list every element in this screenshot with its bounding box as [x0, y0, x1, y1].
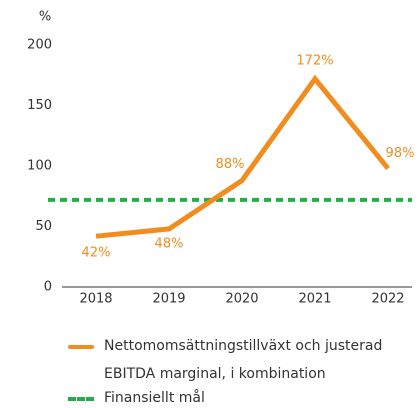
y-tick-label: 50	[35, 219, 52, 234]
data-line	[95, 74, 390, 239]
x-tick-label: 2019	[152, 292, 185, 307]
y-unit: %	[39, 10, 51, 25]
x-tick-label: 2018	[79, 292, 112, 307]
data-label: 48%	[155, 236, 184, 251]
y-tick-label: 150	[27, 98, 52, 113]
x-tick-label: 2022	[371, 292, 404, 307]
data-label: 42%	[82, 246, 111, 261]
y-tick-label: 0	[44, 280, 52, 295]
data-label: 172%	[296, 53, 333, 68]
data-label: 88%	[216, 157, 245, 172]
y-tick-label: 200	[27, 38, 52, 53]
y-tick-label: 100	[27, 159, 52, 174]
data-label: 98%	[386, 146, 415, 161]
x-tick-label: 2020	[225, 292, 258, 307]
x-tick-label: 2021	[298, 292, 331, 307]
